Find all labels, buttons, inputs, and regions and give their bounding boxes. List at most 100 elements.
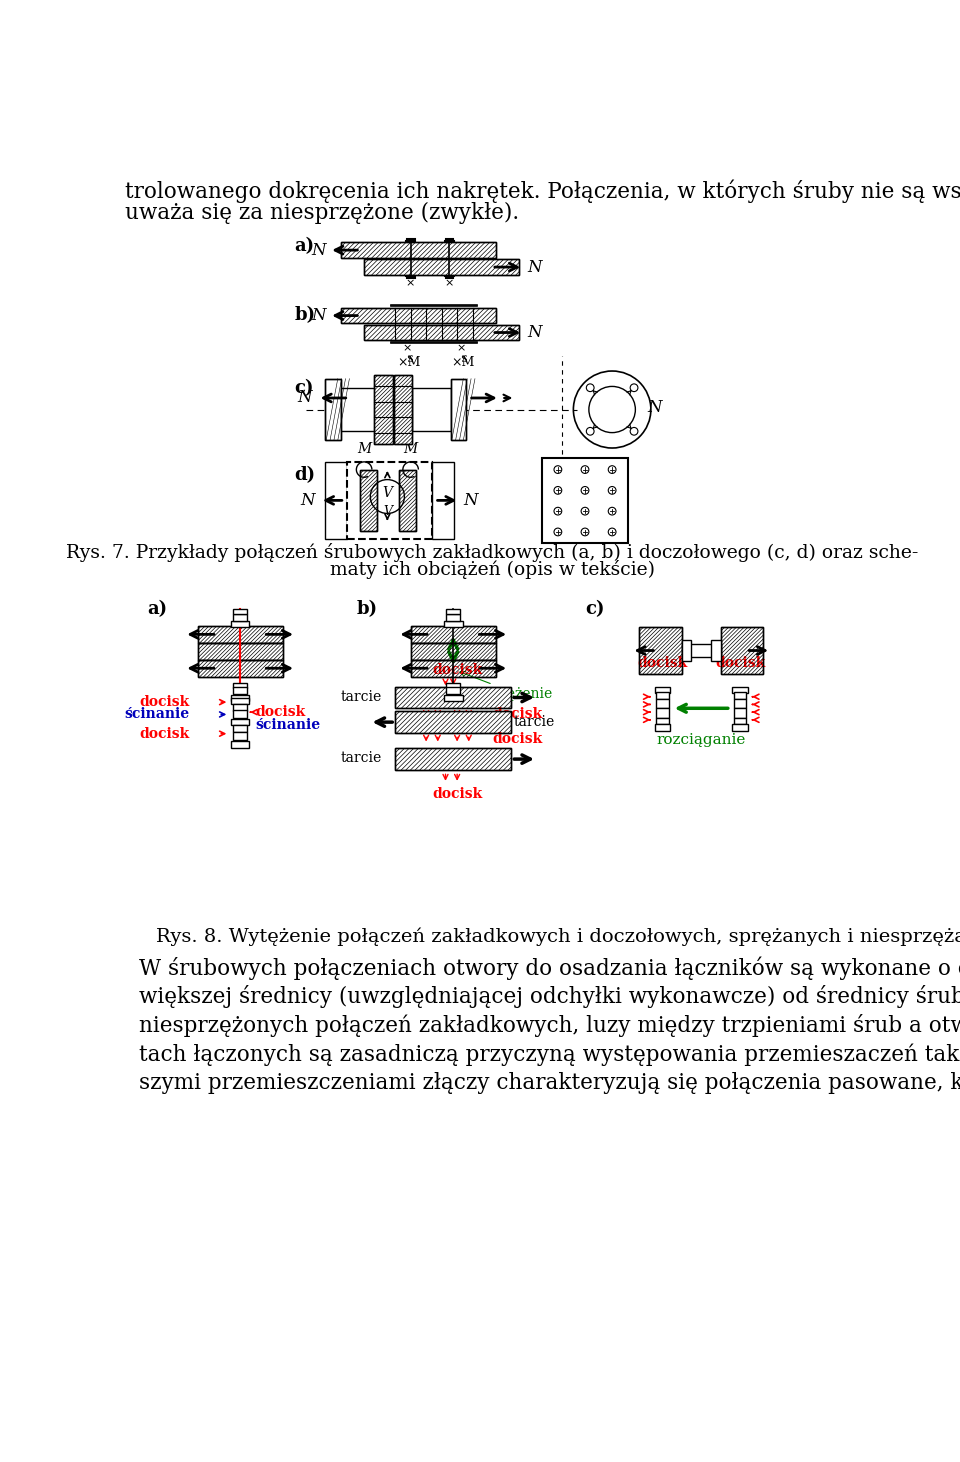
Text: docisk: docisk <box>139 694 190 709</box>
Text: ×: × <box>402 344 412 354</box>
Text: tach łączonych są zasadniczą przyczyną występowania przemieszaczeń takich styków: tach łączonych są zasadniczą przyczyną w… <box>139 1042 960 1066</box>
Bar <box>325 462 348 539</box>
Bar <box>341 308 496 323</box>
Bar <box>394 374 412 444</box>
Circle shape <box>581 466 588 474</box>
Bar <box>446 614 460 621</box>
Text: N: N <box>647 399 661 415</box>
Text: docisk: docisk <box>255 705 306 719</box>
Text: a): a) <box>295 237 315 254</box>
Bar <box>233 703 247 711</box>
Bar <box>711 640 721 661</box>
Bar <box>733 718 746 725</box>
Bar <box>733 708 746 718</box>
Text: d): d) <box>295 466 316 484</box>
Text: N: N <box>311 241 325 259</box>
Text: ścinanie: ścinanie <box>125 708 190 721</box>
Bar <box>446 683 460 689</box>
Text: ×: × <box>406 278 416 288</box>
Text: ×M: ×M <box>397 357 420 370</box>
Bar <box>444 696 463 702</box>
Text: docisk: docisk <box>432 787 482 801</box>
Circle shape <box>609 528 616 535</box>
Bar <box>451 379 467 440</box>
Bar <box>446 687 460 694</box>
Text: docisk: docisk <box>139 727 190 741</box>
Bar <box>396 749 512 770</box>
Bar <box>732 725 748 731</box>
Bar <box>721 627 763 674</box>
Bar <box>233 725 247 732</box>
Text: c): c) <box>295 379 314 396</box>
Text: tarcie: tarcie <box>341 750 382 765</box>
Bar <box>374 374 393 444</box>
Circle shape <box>609 466 616 474</box>
Bar <box>341 308 496 323</box>
Bar <box>230 696 250 702</box>
Bar <box>325 379 341 440</box>
Text: V: V <box>383 506 392 519</box>
Bar <box>655 687 670 693</box>
Bar <box>198 643 283 659</box>
Text: N: N <box>527 325 541 341</box>
Bar <box>396 749 512 770</box>
Bar <box>233 610 247 614</box>
Circle shape <box>581 507 588 515</box>
Text: tarcie: tarcie <box>341 690 382 703</box>
Bar <box>233 687 247 694</box>
Text: Rys. 8. Wytężenie połączeń zakładkowych i doczołowych, sprężanych i niesprzężany: Rys. 8. Wytężenie połączeń zakładkowych … <box>156 928 960 946</box>
Circle shape <box>587 385 594 392</box>
Text: b): b) <box>356 601 377 618</box>
Circle shape <box>581 528 588 535</box>
Bar <box>396 712 512 732</box>
Bar <box>364 259 519 275</box>
Text: tarcie: tarcie <box>514 715 555 730</box>
Bar <box>444 621 463 627</box>
Text: docisk: docisk <box>492 708 542 721</box>
Bar <box>325 379 341 440</box>
Bar <box>411 626 496 643</box>
Bar <box>360 469 377 531</box>
Bar <box>364 325 519 341</box>
Circle shape <box>630 427 638 436</box>
Text: większej średnicy (uwzględniającej odchyłki wykonawcze) od średnicy śruby. W prz: większej średnicy (uwzględniającej odchy… <box>139 985 960 1009</box>
Text: niesprzężonych połączeń zakładkowych, luzy między trzpieniami śrub a otworami w : niesprzężonych połączeń zakładkowych, lu… <box>139 1015 960 1037</box>
Text: szymi przemieszczeniami złączy charakteryzują się połączenia pasowane, które wym: szymi przemieszczeniami złączy charakter… <box>139 1072 960 1095</box>
Bar <box>682 640 691 661</box>
Bar <box>341 243 496 257</box>
Bar <box>639 627 682 674</box>
Bar <box>230 719 250 725</box>
Bar <box>733 699 746 708</box>
Bar <box>721 627 763 674</box>
Bar <box>451 379 467 440</box>
Bar <box>399 469 416 531</box>
Text: b): b) <box>295 307 316 325</box>
Bar <box>364 259 519 275</box>
Bar <box>394 374 412 444</box>
Bar <box>411 659 496 677</box>
Circle shape <box>554 528 562 535</box>
Text: N: N <box>464 491 478 509</box>
Bar <box>230 741 250 747</box>
Bar <box>732 687 748 693</box>
Text: a): a) <box>147 601 167 618</box>
Bar <box>657 699 669 708</box>
Circle shape <box>609 487 616 494</box>
Bar <box>233 683 247 689</box>
Circle shape <box>554 487 562 494</box>
Circle shape <box>587 427 594 436</box>
Bar <box>233 711 247 718</box>
Bar <box>360 469 377 531</box>
Text: sprężenie: sprężenie <box>460 671 553 702</box>
Bar <box>411 643 496 659</box>
Text: trolowanego dokręcenia ich nakrętek. Połączenia, w których śruby nie są wstępnie: trolowanego dokręcenia ich nakrętek. Poł… <box>126 180 960 203</box>
Bar <box>198 659 283 677</box>
Bar <box>655 725 670 731</box>
Bar <box>657 708 669 718</box>
Circle shape <box>609 507 616 515</box>
Circle shape <box>554 507 562 515</box>
Bar <box>233 614 247 621</box>
Bar <box>446 610 460 614</box>
Text: docisk: docisk <box>715 656 765 670</box>
Bar <box>411 659 496 677</box>
